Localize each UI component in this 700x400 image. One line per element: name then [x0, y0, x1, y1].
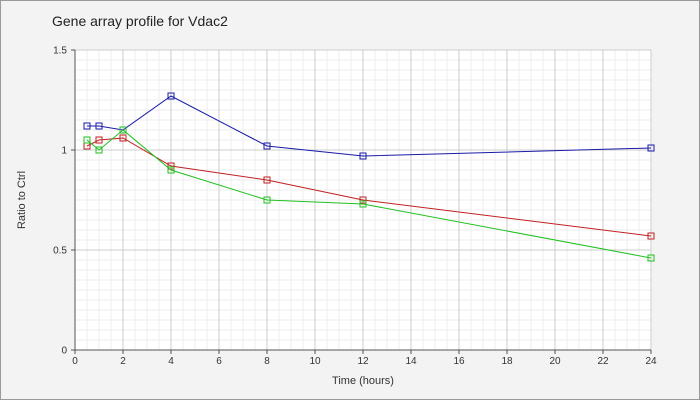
x-axis-ticks: 0 2 4 6 8 10 12 14 16 18 20 22 24 [72, 350, 657, 367]
data-point [167, 166, 175, 174]
y-axis-label: Ratio to Ctrl [16, 171, 28, 229]
data-point [263, 142, 271, 150]
y-tick-label: 0.5 [53, 246, 67, 257]
series-1 [83, 92, 655, 160]
x-tick-label: 10 [309, 356, 321, 367]
x-tick-label: 24 [645, 356, 657, 367]
data-point [95, 122, 103, 130]
x-tick-label: 0 [72, 356, 78, 367]
x-tick-label: 8 [264, 356, 270, 367]
y-tick-label: 0 [61, 346, 67, 357]
series-line [86, 129, 652, 259]
x-tick-label: 6 [216, 356, 222, 367]
data-point [647, 254, 655, 262]
data-point [647, 144, 655, 152]
data-point [359, 200, 367, 208]
data-point [119, 134, 127, 142]
x-tick-label: 22 [597, 356, 609, 367]
data-point [83, 122, 91, 130]
data-point [95, 146, 103, 154]
series-3 [83, 126, 655, 262]
series-line [87, 95, 652, 157]
data-point [263, 196, 271, 204]
x-tick-label: 2 [120, 356, 126, 367]
data-point [95, 136, 103, 144]
series-2 [83, 134, 655, 240]
data-point [83, 136, 91, 144]
x-tick-label: 18 [501, 356, 513, 367]
data-point [647, 232, 655, 240]
data-point [263, 176, 271, 184]
data-point [167, 92, 175, 100]
x-tick-label: 20 [549, 356, 561, 367]
series-layer [83, 92, 655, 262]
data-point [167, 162, 175, 170]
data-point [119, 126, 127, 134]
series-line [86, 137, 652, 237]
chart-title: Gene array profile for Vdac2 [52, 13, 228, 29]
x-axis-label: Time (hours) [332, 375, 394, 387]
x-tick-label: 16 [453, 356, 465, 367]
x-tick-label: 12 [357, 356, 369, 367]
data-point [359, 152, 367, 160]
x-tick-label: 4 [168, 356, 174, 367]
data-point [359, 196, 367, 204]
y-tick-label: 1 [61, 146, 67, 157]
x-tick-label: 14 [405, 356, 417, 367]
y-axis-ticks: 0 0.5 1 1.5 [53, 46, 75, 357]
y-tick-label: 1.5 [53, 46, 67, 57]
